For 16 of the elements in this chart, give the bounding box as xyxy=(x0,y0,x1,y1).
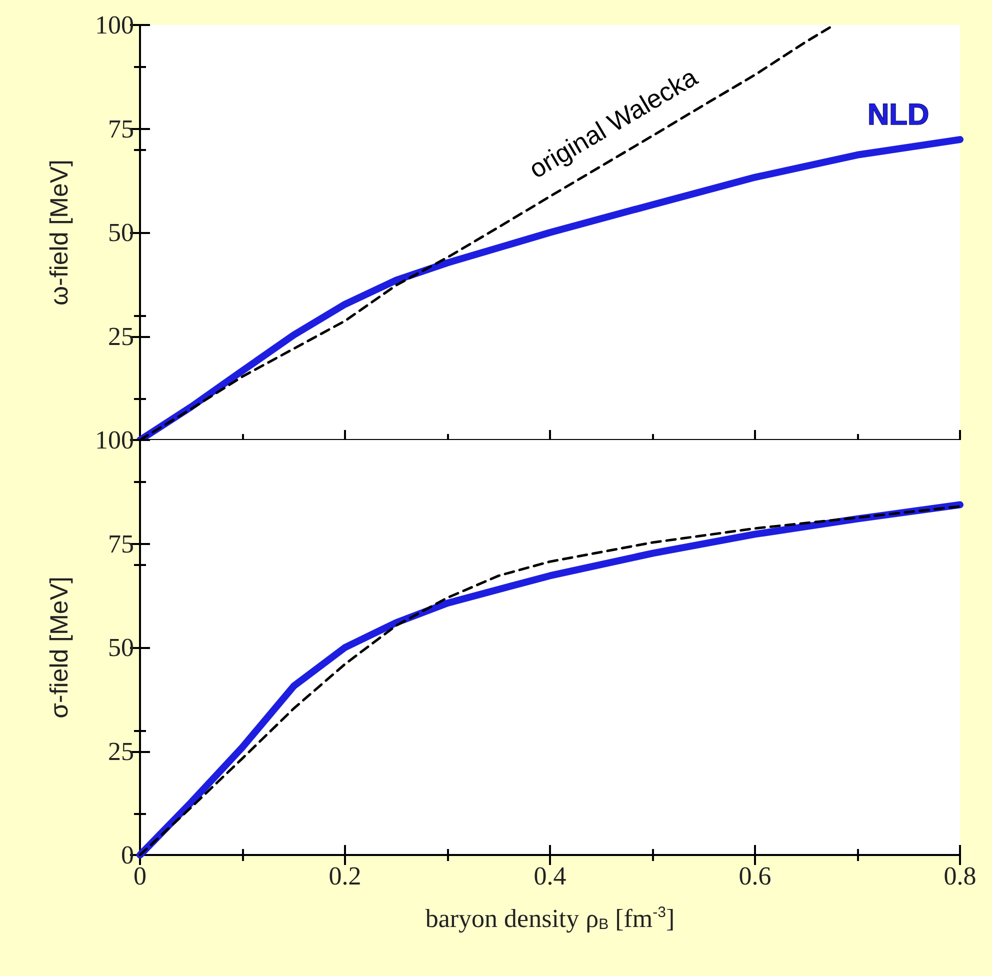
y-tick-label: 25 xyxy=(108,736,134,766)
x-tick-label: 0.8 xyxy=(944,862,976,890)
y-axis-title: ω-field [MeV] xyxy=(46,160,74,306)
y-tick-label: 25 xyxy=(108,322,134,351)
y-tick-label: 0 xyxy=(121,840,134,870)
y-tick-label: 75 xyxy=(108,529,134,558)
y-tick-label: 100 xyxy=(95,10,134,40)
y-axis-title: σ-field [MeV] xyxy=(46,576,74,718)
x-tick-label: 0.2 xyxy=(328,862,362,890)
y-tick-label: 75 xyxy=(108,114,134,144)
y-tick-label: 50 xyxy=(108,633,134,662)
x-tick-label: 0.4 xyxy=(534,862,566,890)
x-tick-label: 0.6 xyxy=(738,862,772,890)
series-label: NLD xyxy=(868,98,930,132)
y-tick-label: 50 xyxy=(108,218,134,247)
y-tick-label: 100 xyxy=(95,426,134,454)
